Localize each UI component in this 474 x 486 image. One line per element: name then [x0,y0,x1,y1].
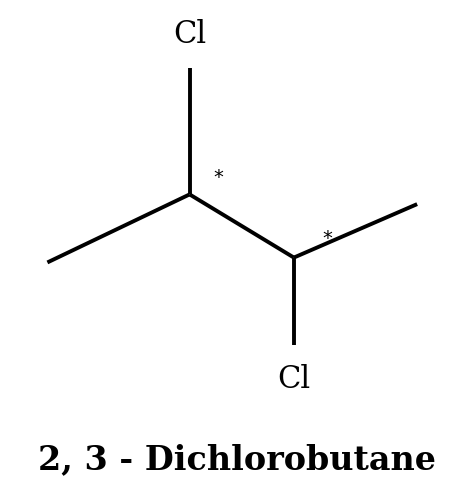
Text: Cl: Cl [277,364,310,395]
Text: 2, 3 - Dichlorobutane: 2, 3 - Dichlorobutane [38,443,436,476]
Text: *: * [213,168,223,187]
Text: Cl: Cl [173,18,206,50]
Text: *: * [322,228,332,248]
